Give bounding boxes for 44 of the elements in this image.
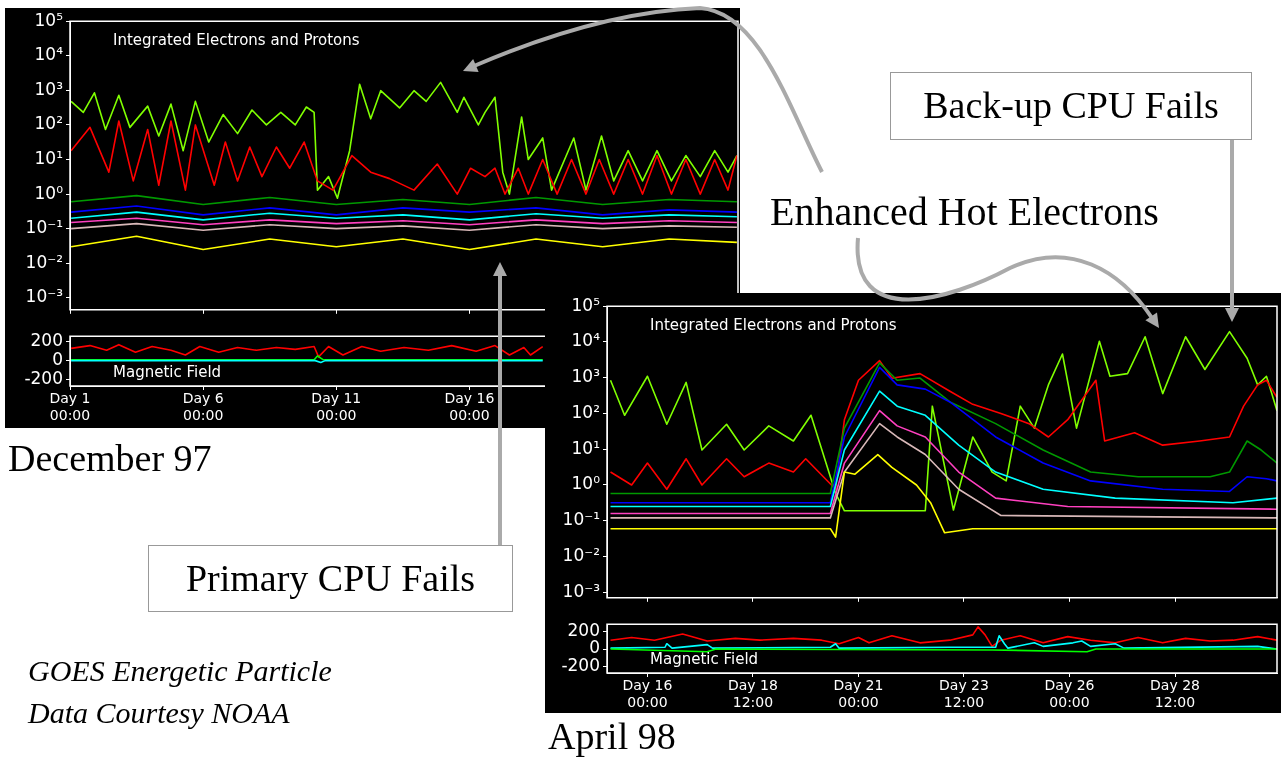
text: Magnetic Field — [650, 649, 759, 668]
y-tick-label: 200 — [30, 330, 63, 351]
y-tick-label: 10¹ — [34, 147, 63, 168]
x-tick-label: Day 18 12:00 — [728, 677, 778, 710]
y-tick-label: 10⁵ — [571, 294, 600, 315]
x-tick-label: Day 23 12:00 — [939, 677, 989, 710]
text: Enhanced Hot Electrons — [770, 188, 1159, 235]
text: Magnetic Field — [113, 362, 222, 381]
y-tick-label: 10⁻¹ — [25, 217, 63, 238]
x-tick-label: Day 6 00:00 — [182, 390, 224, 423]
y-tick-label: 10³ — [34, 78, 63, 99]
y-tick-label: 10⁻¹ — [562, 509, 600, 530]
y-tick-label: 10² — [34, 113, 63, 134]
y-tick-label: -200 — [561, 655, 600, 676]
y-tick-label: 10⁻² — [25, 251, 63, 272]
y-tick-label: 0 — [52, 349, 63, 370]
y-tick-label: 10⁰ — [571, 473, 601, 494]
text: Back-up CPU Fails — [890, 72, 1252, 140]
x-tick-label: Day 16 00:00 — [444, 390, 495, 423]
x-tick-label: Day 21 00:00 — [833, 677, 884, 710]
y-tick-label: 10⁻² — [562, 544, 600, 565]
y-tick-label: 10⁴ — [571, 330, 601, 351]
x-tick-label: Day 11 00:00 — [311, 390, 362, 423]
y-tick-label: 10² — [571, 401, 600, 422]
x-tick-label: Day 28 12:00 — [1150, 677, 1200, 710]
y-tick-label: 0 — [589, 637, 600, 658]
y-tick-label: 10⁰ — [34, 182, 64, 203]
y-tick-label: 10⁻³ — [562, 580, 600, 601]
y-tick-label: 10¹ — [571, 437, 600, 458]
y-tick-label: 10⁵ — [34, 9, 63, 30]
y-tick-label: 10³ — [571, 366, 600, 387]
text: Integrated Electrons and Protons — [113, 31, 360, 50]
text: GOES Energetic Particle Data Courtesy NOAA — [28, 653, 333, 731]
text: April 98 — [548, 715, 676, 757]
x-tick-label: Day 16 00:00 — [622, 677, 673, 710]
y-tick-label: 10⁻³ — [25, 286, 63, 307]
y-tick-label: 200 — [567, 619, 600, 640]
text: Primary CPU Fails — [148, 545, 513, 612]
text: Integrated Electrons and Protons — [650, 316, 897, 335]
y-tick-label: 10⁴ — [34, 44, 64, 65]
x-tick-label: Day 1 00:00 — [49, 390, 91, 423]
text: December 97 — [8, 436, 212, 480]
y-tick-label: -200 — [24, 367, 63, 388]
x-tick-label: Day 26 00:00 — [1044, 677, 1095, 710]
